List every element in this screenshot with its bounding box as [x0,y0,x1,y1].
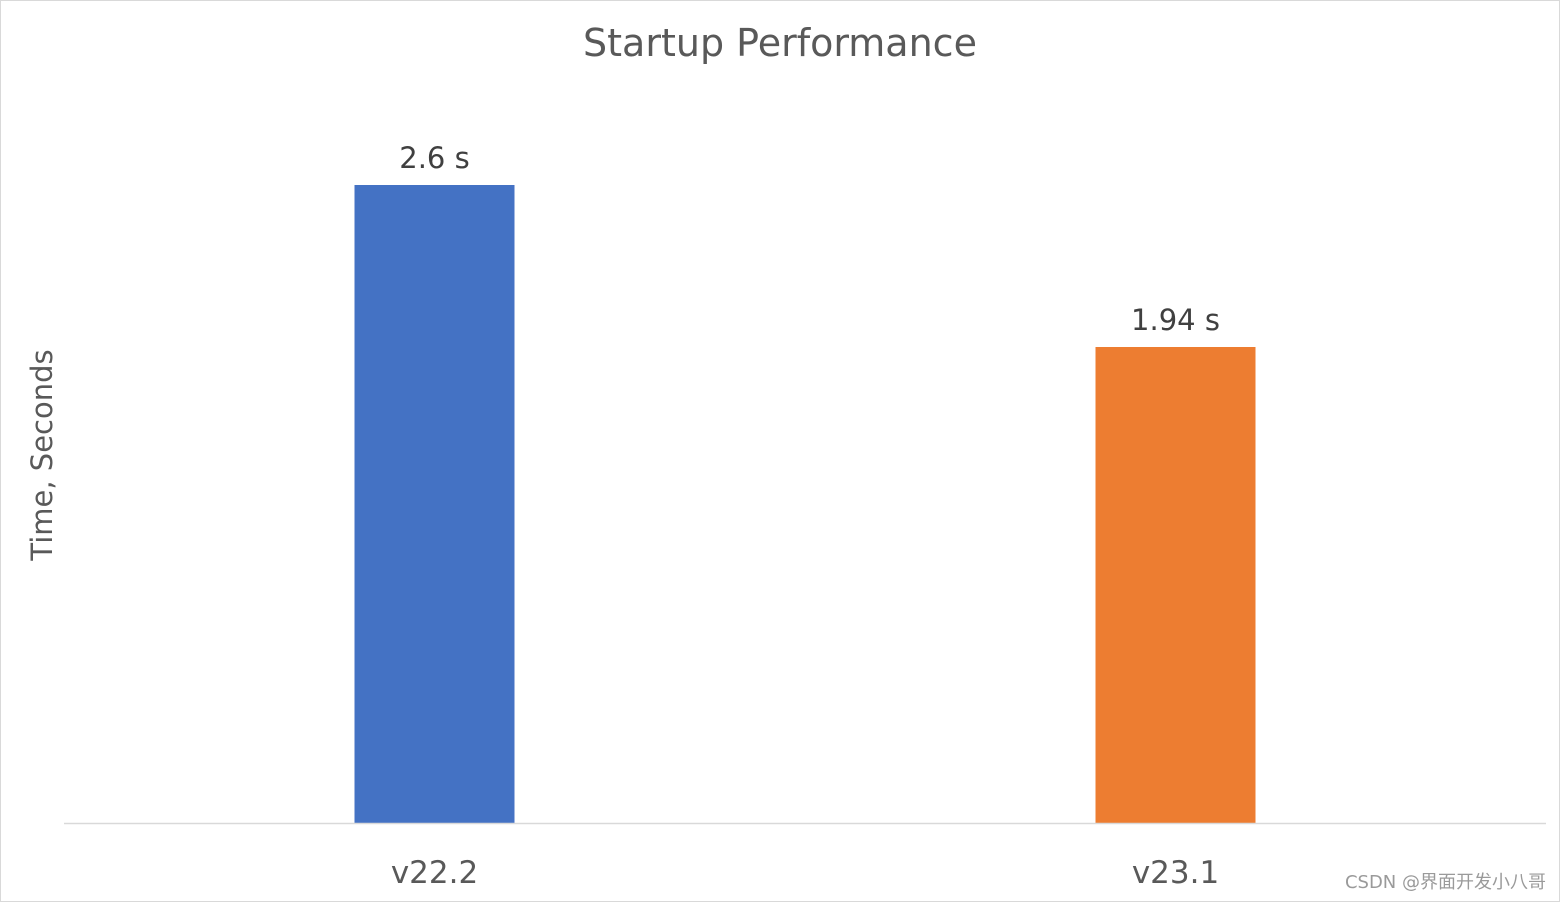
watermark-text: CSDN @界面开发小八哥 [1344,872,1546,893]
bar-v22.2 [354,185,515,823]
bars-layer: 2.6 s 1.94 s [354,141,1256,823]
x-tick-label-v23.1: v23.1 [1132,855,1219,891]
chart-title: Startup Performance [583,21,977,65]
y-axis-title: Time, Seconds [25,349,59,561]
bar-v23.1 [1095,347,1256,823]
data-label-v22.2: 2.6 s [399,141,469,175]
x-tick-labels: v22.2 v23.1 [391,855,1219,891]
data-label-v23.1: 1.94 s [1131,303,1220,337]
x-tick-label-v22.2: v22.2 [391,855,478,891]
